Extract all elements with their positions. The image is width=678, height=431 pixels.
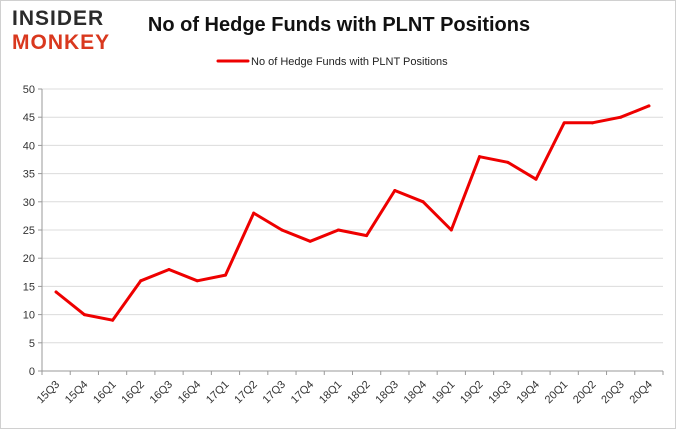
y-tick-label: 10: [23, 310, 35, 322]
x-tick-label: 18Q4: [402, 379, 430, 407]
data-point: [506, 160, 510, 164]
x-tick-label: 16Q3: [148, 379, 176, 407]
x-tick-label: 17Q3: [261, 379, 289, 407]
x-tick-label: 18Q2: [345, 379, 373, 407]
data-point: [647, 104, 651, 108]
y-tick-label: 40: [23, 140, 35, 152]
y-tick-label: 0: [29, 366, 35, 378]
data-point: [478, 155, 482, 159]
x-tick-label: 19Q4: [515, 379, 543, 407]
x-tick-label: 20Q4: [627, 379, 655, 407]
data-point: [111, 318, 115, 322]
series-line: [54, 104, 651, 322]
data-point: [365, 234, 369, 238]
x-tick-label: 16Q1: [91, 379, 119, 407]
y-tick-label: 45: [23, 112, 35, 124]
y-tick-label: 5: [29, 338, 35, 350]
data-point: [619, 115, 623, 119]
legend-label: No of Hedge Funds with PLNT Positions: [251, 56, 448, 68]
data-point: [449, 228, 453, 232]
x-tick-label: 15Q3: [35, 379, 63, 407]
x-tick-label: 18Q3: [373, 379, 401, 407]
data-point: [195, 279, 199, 283]
x-tick-label: 19Q2: [458, 379, 486, 407]
x-tick-label: 15Q4: [63, 379, 91, 407]
x-tick-label: 16Q2: [119, 379, 147, 407]
data-point: [534, 177, 538, 181]
data-point: [393, 189, 397, 193]
y-tick-label: 15: [23, 281, 35, 293]
x-tick-label: 19Q1: [430, 379, 458, 407]
data-point: [82, 313, 86, 317]
y-tick-label: 35: [23, 169, 35, 181]
x-tick-label: 20Q1: [543, 379, 571, 407]
data-point: [54, 290, 58, 294]
data-point: [590, 121, 594, 125]
y-tick-label: 25: [23, 225, 35, 237]
x-tick-label: 17Q1: [204, 379, 232, 407]
y-tick-label: 20: [23, 253, 35, 265]
data-point: [280, 228, 284, 232]
data-point: [167, 267, 171, 271]
x-tick-label: 19Q3: [486, 379, 514, 407]
x-tick-label: 20Q3: [599, 379, 627, 407]
data-point: [308, 239, 312, 243]
data-point: [252, 211, 256, 215]
logo-line-monkey: MONKEY: [12, 31, 111, 54]
x-tick-label: 17Q2: [232, 379, 260, 407]
x-tick-label: 16Q4: [176, 379, 204, 407]
y-tick-label: 50: [23, 84, 35, 96]
data-point: [336, 228, 340, 232]
logo-line-insider: INSIDER: [12, 7, 105, 30]
x-tick-label: 17Q4: [289, 379, 317, 407]
chart-title: No of Hedge Funds with PLNT Positions: [147, 14, 531, 36]
x-tick-label: 18Q1: [317, 379, 345, 407]
data-point: [223, 273, 227, 277]
data-point: [139, 279, 143, 283]
data-point: [421, 200, 425, 204]
data-point: [562, 121, 566, 125]
insider-monkey-logo: INSIDER MONKEY: [12, 6, 130, 56]
y-tick-label: 30: [23, 197, 35, 209]
x-tick-label: 20Q2: [571, 379, 599, 407]
